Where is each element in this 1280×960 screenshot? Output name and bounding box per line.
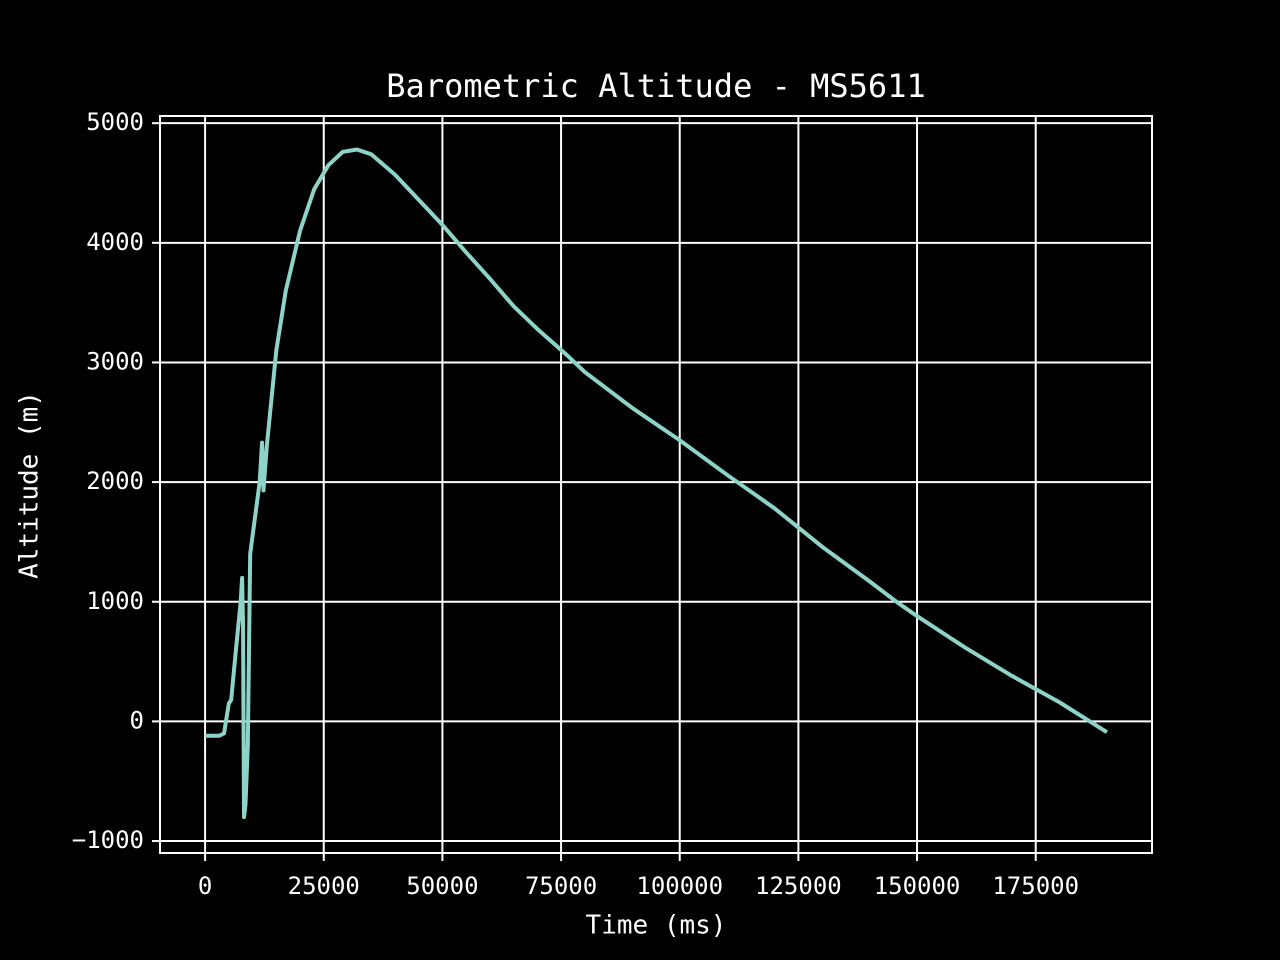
data-line <box>205 147 1108 820</box>
y-tick-label: 5000 <box>86 108 144 136</box>
x-tick-label: 150000 <box>874 872 961 900</box>
x-tick-label: 125000 <box>755 872 842 900</box>
y-tick-label: 2000 <box>86 467 144 495</box>
x-tick-label: 50000 <box>406 872 478 900</box>
y-tick-label: 3000 <box>86 347 144 375</box>
plot-frame <box>159 115 1153 854</box>
x-axis-label: Time (ms) <box>586 911 727 941</box>
chart-title: Barometric Altitude - MS5611 <box>386 67 925 105</box>
x-tick-label: 25000 <box>288 872 360 900</box>
x-tick-label: 175000 <box>992 872 1079 900</box>
y-tick-label: 1000 <box>86 587 144 615</box>
y-tick-label: 4000 <box>86 228 144 256</box>
x-tick-label: 75000 <box>525 872 597 900</box>
y-tick-label: 0 <box>130 706 144 734</box>
x-tick-label: 100000 <box>636 872 723 900</box>
y-tick-label: −1000 <box>72 826 144 854</box>
y-axis-label: Altitude (m) <box>15 391 45 579</box>
x-tick-label: 0 <box>198 872 212 900</box>
